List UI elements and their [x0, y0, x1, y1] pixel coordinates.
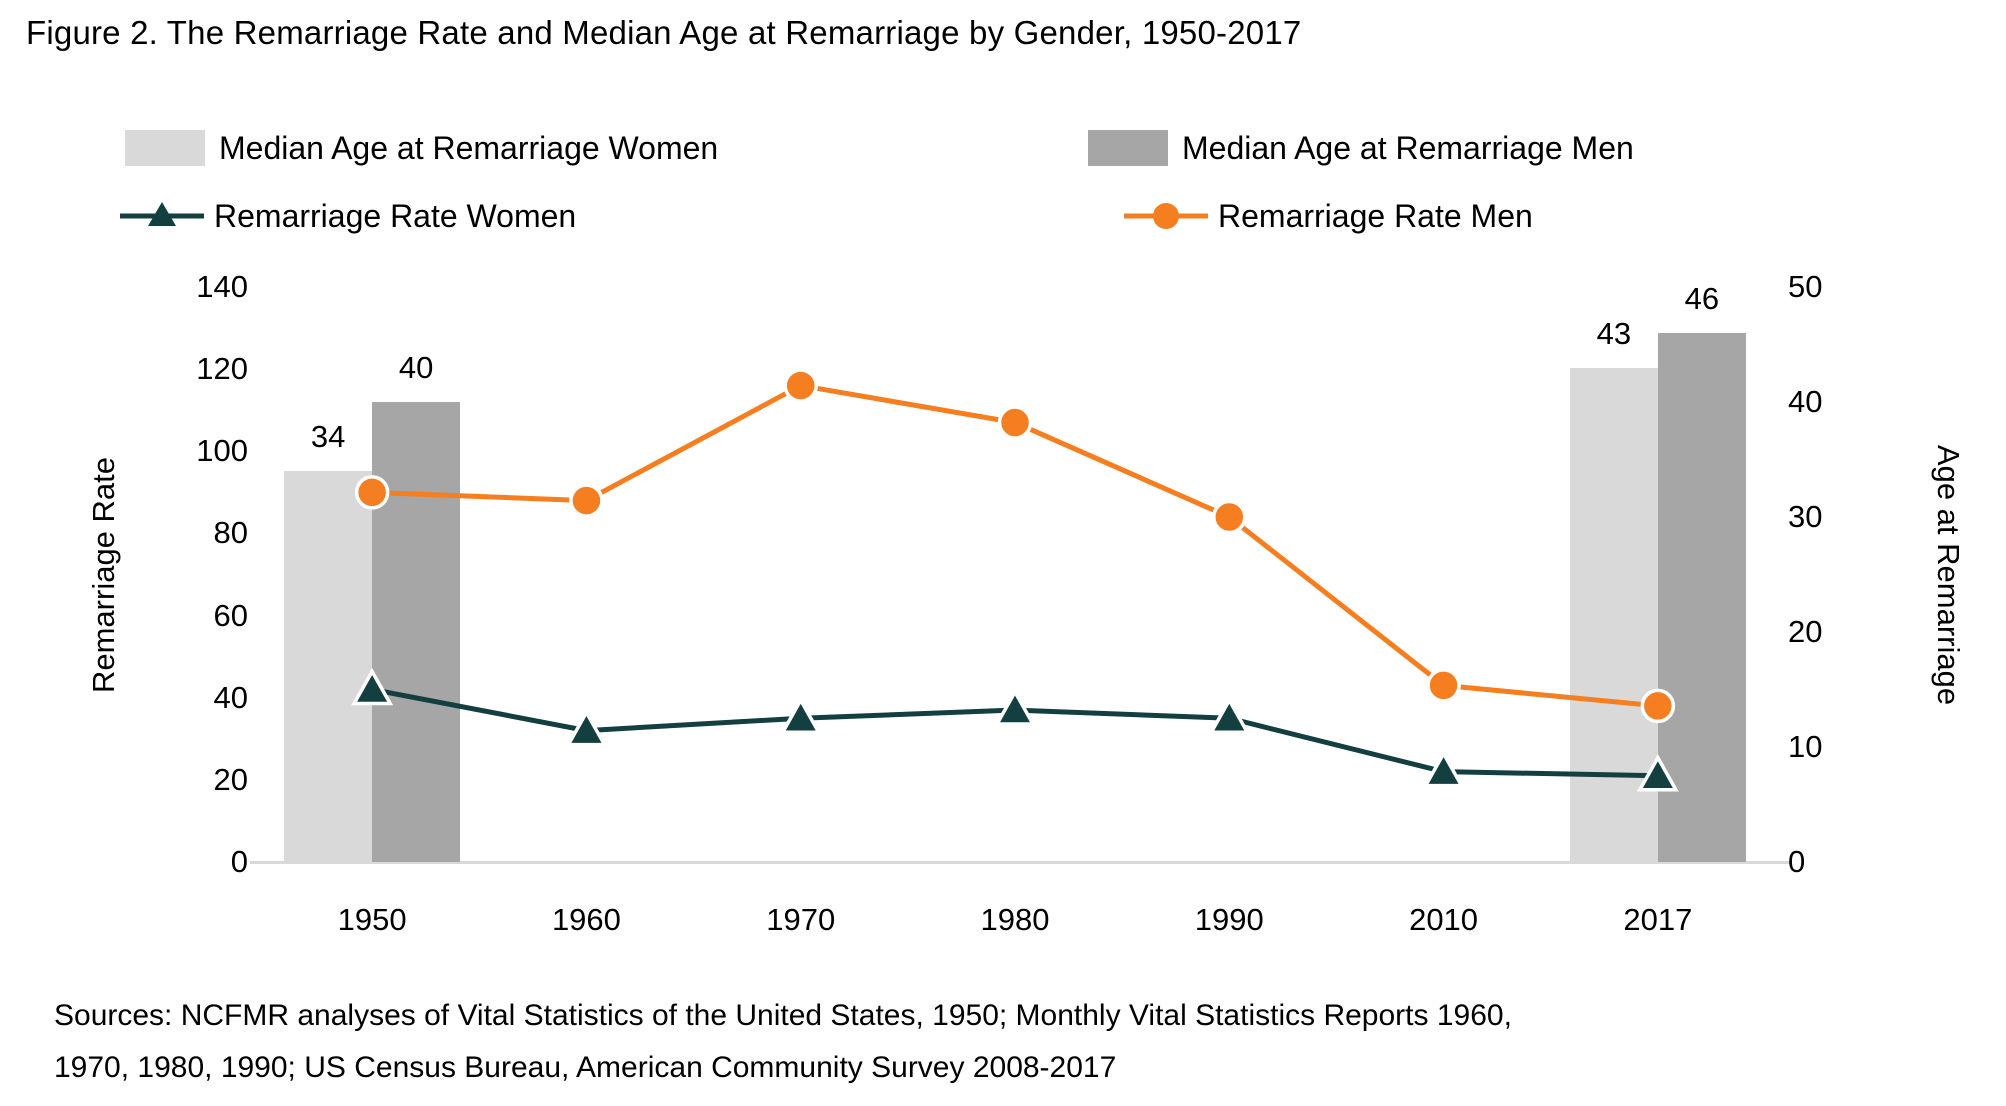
triangle-marker [1208, 696, 1251, 734]
bar [372, 402, 461, 862]
rate-men-line-sample [1124, 203, 1208, 229]
left-axis-tick-label: 120 [196, 351, 248, 387]
legend-item-rate-women: Remarriage Rate Women [118, 194, 576, 238]
legend-label: Median Age at Remarriage Men [1182, 129, 1634, 166]
bar-data-label: 43 [1596, 315, 1632, 351]
triangle-marker [1422, 750, 1465, 788]
x-axis-label: 1970 [766, 902, 836, 937]
left-axis-tick-label: 60 [213, 597, 248, 633]
circle-marker [569, 483, 604, 518]
left-axis-tick-label: 80 [213, 515, 248, 551]
figure-title: Figure 2. The Remarriage Rate and Median… [26, 14, 1302, 51]
source-note: Sources: NCFMR analyses of Vital Statist… [54, 990, 1512, 1094]
x-axis-line [250, 861, 1790, 864]
legend-item-median-age-women: Median Age at Remarriage Women [125, 126, 718, 170]
legend-item-rate-men: Remarriage Rate Men [1122, 194, 1533, 238]
triangle-marker [779, 696, 822, 734]
legend-label: Remarriage Rate Women [214, 197, 577, 234]
rate-women-line-sample [120, 202, 204, 226]
circle-marker [1212, 499, 1247, 535]
x-axis-label: 1950 [337, 902, 407, 937]
right-axis-tick-label: 20 [1788, 614, 1823, 649]
right-axis-tick-label: 30 [1788, 499, 1823, 534]
circle-marker [997, 405, 1033, 440]
circle-marker [354, 475, 390, 510]
triangle-marker [1636, 754, 1679, 792]
left-axis-tick-label: 0 [230, 844, 248, 879]
legend-label: Median Age at Remarriage Women [219, 129, 719, 166]
bar [1569, 367, 1658, 862]
bar-data-label: 40 [398, 350, 434, 385]
triangle-marker [994, 688, 1036, 726]
median-age-women-swatch [125, 130, 205, 166]
bar [1657, 333, 1746, 862]
x-axis-label: 1990 [1194, 902, 1264, 937]
circle-marker [1426, 668, 1461, 703]
left-axis-tick-label: 100 [196, 433, 248, 469]
right-axis-tick-label: 40 [1788, 384, 1823, 419]
left-axis-tick-label: 20 [213, 761, 248, 797]
x-axis-label: 2010 [1409, 902, 1479, 937]
x-axis-label: 2017 [1623, 902, 1693, 937]
bar [284, 471, 373, 862]
bar-data-label: 46 [1684, 281, 1720, 316]
circle-marker [783, 368, 818, 403]
source-note-line1: Sources: NCFMR analyses of Vital Statist… [54, 999, 1512, 1032]
left-axis-tick-label: 140 [196, 269, 248, 304]
right-axis-tick-label: 0 [1788, 844, 1806, 879]
left-axis-tick-label: 40 [213, 679, 248, 715]
source-note-line2: 1970, 1980, 1990; US Census Bureau, Amer… [54, 1051, 1117, 1084]
legend-item-median-age-men: Median Age at Remarriage Men [1088, 126, 1634, 170]
x-axis-label: 1960 [551, 902, 621, 937]
bar-data-label: 34 [310, 419, 346, 454]
legend-label: Remarriage Rate Men [1218, 197, 1533, 234]
median-age-men-swatch [1088, 130, 1168, 166]
triangle-marker [351, 667, 394, 706]
right-axis-tick-label: 10 [1788, 729, 1823, 764]
circle-marker [1640, 688, 1676, 724]
x-axis-label: 1980 [980, 902, 1050, 937]
right-axis-tick-label: 50 [1788, 269, 1823, 304]
triangle-marker [565, 709, 608, 747]
